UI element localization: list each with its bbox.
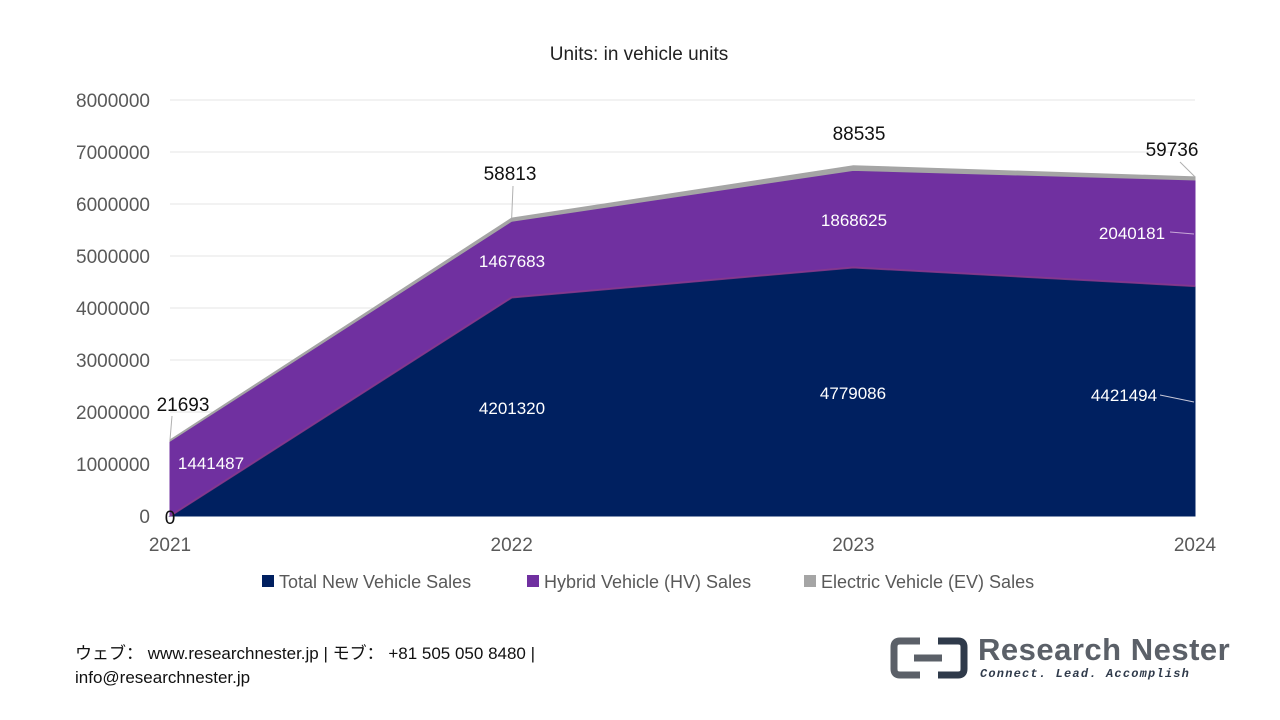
leader-line (169, 415, 173, 440)
chart-title: Units: in vehicle units (550, 44, 728, 65)
x-tick-label: 2024 (1174, 535, 1217, 556)
y-tick-label: 5000000 (76, 247, 150, 268)
area-series (168, 165, 1196, 517)
data-label-ev: 59736 (1146, 140, 1199, 161)
y-tick-label: 7000000 (76, 143, 150, 164)
legend-label: Electric Vehicle (EV) Sales (821, 572, 1034, 592)
legend-label: Hybrid Vehicle (HV) Sales (544, 572, 751, 592)
logo-name: Research Nester (978, 632, 1231, 667)
y-tick-label: 1000000 (76, 455, 150, 476)
logo-tagline: Connect. Lead. Accomplish (980, 667, 1191, 681)
legend-swatch (804, 575, 816, 587)
series-boundary-line (169, 266, 1196, 517)
legend: Total New Vehicle Sales Hybrid Vehicle (H… (262, 572, 1034, 592)
y-tick-label: 6000000 (76, 195, 150, 216)
data-labels: 0 4201320 4779086 4421494 1441487 1467683 1868… (157, 124, 1199, 529)
x-tick-label: 2023 (832, 535, 874, 556)
data-label-hybrid: 1868625 (821, 211, 887, 230)
y-tick-label: 2000000 (76, 403, 150, 424)
x-tick-label: 2021 (149, 535, 191, 556)
x-tick-label: 2022 (491, 535, 533, 556)
data-label-total: 0 (165, 508, 176, 529)
area-electric-vehicle-ev-sales (169, 165, 1196, 442)
y-tick-label: 0 (139, 507, 150, 528)
legend-swatch (262, 575, 274, 587)
legend-label: Total New Vehicle Sales (279, 572, 471, 592)
legend-swatch (527, 575, 539, 587)
x-axis-ticks: 2021 2022 2023 2024 (149, 535, 1217, 556)
leader-line (1169, 231, 1195, 235)
data-label-ev: 21693 (157, 395, 210, 416)
research-nester-logo: Research Nester Connect. Lead. Accomplis… (890, 630, 1230, 690)
data-label-total: 4201320 (479, 399, 545, 418)
contact-footer: ウェブ： www.researchnester.jp | モブ： +81 505… (75, 642, 535, 690)
data-label-hybrid: 1441487 (178, 454, 244, 473)
contact-web-phone: ウェブ： www.researchnester.jp | モブ： +81 505… (75, 644, 536, 663)
data-label-ev: 88535 (833, 124, 886, 145)
y-tick-label: 8000000 (76, 91, 150, 112)
data-label-total: 4779086 (820, 384, 886, 403)
stacked-area-chart: 0 1000000 2000000 3000000 4000000 5000000 6000… (76, 44, 1217, 592)
contact-email: info@researchnester.jp (75, 668, 251, 687)
logo-mark-icon (890, 637, 968, 679)
leader-line (1179, 161, 1196, 178)
y-tick-label: 4000000 (76, 299, 150, 320)
data-label-hybrid: 2040181 (1099, 224, 1165, 243)
leader-line (511, 185, 514, 219)
data-label-total: 4421494 (1091, 386, 1157, 405)
y-axis-ticks: 0 1000000 2000000 3000000 4000000 5000000 6000… (76, 91, 150, 528)
y-tick-label: 3000000 (76, 351, 150, 372)
data-label-hybrid: 1467683 (479, 252, 545, 271)
leader-line (1159, 394, 1195, 403)
data-label-ev: 58813 (484, 164, 537, 185)
